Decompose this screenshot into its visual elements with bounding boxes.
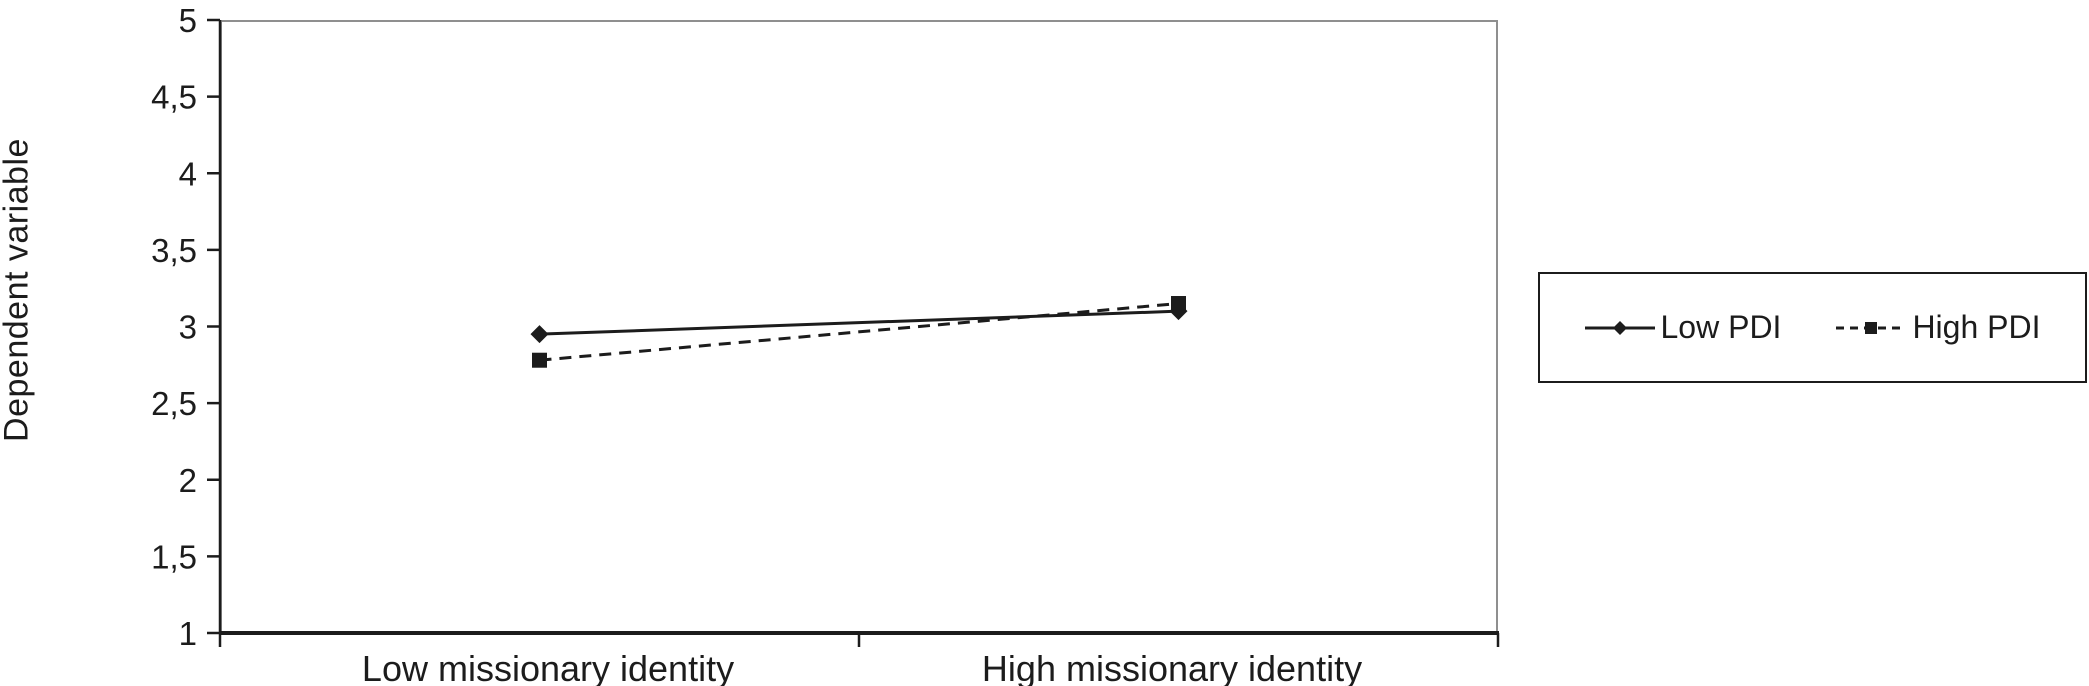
legend-item-low-pdi: Low PDI	[1584, 309, 1782, 346]
y-axis-tick-label: 1	[179, 615, 197, 652]
y-axis-tick-label: 2,5	[151, 385, 197, 422]
series-marker-square-high-pdi	[532, 352, 547, 368]
series-marker-square-high-pdi	[1171, 296, 1186, 312]
x-axis-category-label-high-missionary-identity: High missionary identity	[981, 648, 1363, 686]
y-axis-tick-label: 4	[179, 155, 197, 192]
legend-line-sample-dashed-square-icon	[1836, 321, 1907, 334]
legend-sample-diamond-marker	[1612, 320, 1627, 335]
legend-box: Low PDI High PDI	[1538, 272, 2087, 383]
legend-sample-square-marker	[1865, 321, 1878, 334]
y-axis-tick-label: 4,5	[151, 79, 197, 116]
plot-border	[220, 20, 1498, 633]
y-axis-tick-label: 3	[179, 309, 197, 346]
legend-label-low-pdi: Low PDI	[1660, 309, 1782, 345]
y-axis-tick-label: 1,5	[151, 538, 197, 575]
series-line-low-pdi	[539, 309, 1179, 336]
legend-line-sample-solid-diamond-icon	[1584, 320, 1655, 335]
y-axis-tick-label: 5	[179, 2, 197, 39]
legend-item-high-pdi: High PDI	[1836, 309, 2040, 346]
x-axis-category-label-low-missionary-identity: Low missionary identity	[361, 648, 735, 686]
legend-label-high-pdi: High PDI	[1912, 309, 2041, 345]
y-axis-tick-label: 2	[179, 462, 197, 499]
series-line-high-pdi	[539, 302, 1179, 362]
series-marker-diamond-low-pdi	[530, 325, 549, 344]
y-axis-tick-label: 3,5	[151, 232, 197, 269]
